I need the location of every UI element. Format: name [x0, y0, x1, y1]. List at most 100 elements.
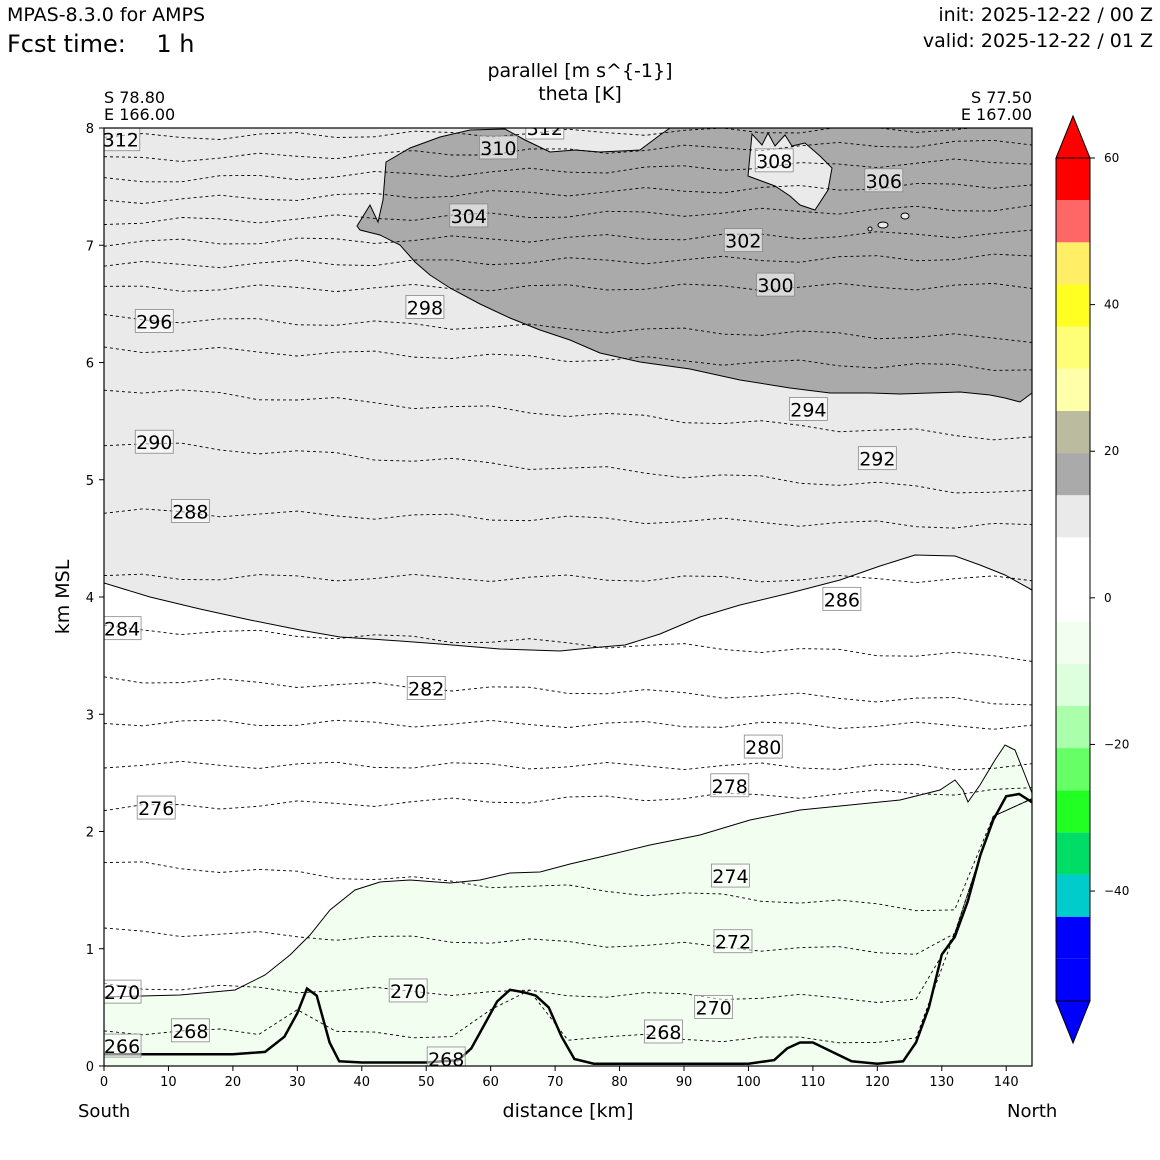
- x-tick-label: 40: [354, 1075, 371, 1090]
- colorbar-tick-label: 60: [1104, 151, 1119, 165]
- contour-label-text: 270: [104, 982, 140, 1004]
- south-label: South: [78, 1101, 131, 1122]
- contour-label-text: 306: [866, 171, 902, 193]
- colorbar-tick-label: 40: [1104, 298, 1119, 312]
- colorbar-tick-label: −40: [1104, 884, 1129, 898]
- y-axis: 0 1 2 3 4 5 6 7 8: [86, 122, 104, 1075]
- x-axis-label: distance [km]: [503, 1100, 634, 1122]
- colorbar-bin: [1056, 495, 1090, 538]
- right-lat: S 77.50: [970, 88, 1032, 107]
- y-tick-label: 0: [86, 1060, 94, 1075]
- contour-label: 294: [788, 396, 828, 421]
- theta-contour-line: [104, 204, 1032, 225]
- colorbar-bin: [1056, 410, 1090, 454]
- fcst-time-label: Fcst time:: [7, 30, 126, 58]
- contour-label: 298: [405, 294, 445, 319]
- colorbar-bin: [1056, 453, 1090, 496]
- theta-contour-line: [104, 719, 1032, 730]
- contour-label-text: 266: [104, 1036, 140, 1058]
- x-tick-label: 120: [865, 1075, 890, 1090]
- contour-label-text: 290: [136, 432, 172, 454]
- contour-label: 278: [710, 773, 750, 798]
- contour-label-text: 282: [408, 678, 444, 700]
- colorbar-bin: [1056, 790, 1090, 833]
- contour-label-text: 302: [725, 231, 761, 253]
- colorbar-tick-label: 0: [1104, 591, 1112, 605]
- contour-label-text: 268: [645, 1022, 681, 1044]
- contour-label: 288: [170, 499, 210, 523]
- colorbar-frame: [1055, 157, 1091, 1002]
- contour-label: 268: [426, 1046, 466, 1066]
- contour-label-text: 312: [527, 118, 563, 140]
- contour-label: 268: [643, 1019, 683, 1044]
- fcst-time-value: 1 h: [156, 30, 195, 58]
- contour-label: 290: [134, 429, 174, 454]
- colorbar-over-arrow: [1055, 114, 1091, 159]
- model-title: MPAS-8.3.0 for AMPS: [7, 4, 206, 26]
- colorbar-bin: [1056, 621, 1090, 664]
- contour-label: 300: [756, 272, 795, 297]
- y-axis-label: km MSL: [52, 559, 74, 634]
- north-label: North: [1007, 1101, 1058, 1122]
- plot-area: 312 312 310 308 306 304 302 300 298 296 294 292 290 2…: [104, 118, 1032, 1066]
- x-tick-label: 100: [736, 1075, 761, 1090]
- colorbar-bin: [1056, 705, 1090, 749]
- contour-label-text: 278: [712, 776, 748, 798]
- left-lon: E 166.00: [104, 105, 176, 124]
- theta-contour-line: [104, 508, 1032, 529]
- x-axis: 0 10 20 30 40 50 60 70 80 90 100 110 120 130 140: [100, 1066, 1019, 1090]
- colorbar-bin: [1056, 832, 1090, 875]
- theta-contour-line: [104, 573, 1032, 584]
- init-time: init: 2025-12-22 / 00 Z: [938, 4, 1153, 26]
- x-tick-label: 110: [800, 1075, 825, 1090]
- contour-label-text: 274: [712, 866, 748, 888]
- right-endpoint: S 77.50 E 167.00: [961, 89, 1032, 123]
- contour-label: 282: [406, 676, 446, 700]
- contour-label: 292: [857, 446, 897, 471]
- colorbar-bin: [1056, 242, 1090, 285]
- theta-contour-line: [104, 139, 1032, 162]
- contour-label-text: 308: [756, 151, 792, 173]
- colorbar-bin: [1056, 158, 1090, 201]
- contour-label: 284: [104, 616, 142, 641]
- theta-contour-line: [104, 282, 1032, 293]
- contour-label: 270: [388, 978, 428, 1003]
- contour-label-text: 276: [138, 798, 174, 820]
- contour-label: 302: [723, 228, 763, 253]
- colorbar-bin: [1056, 284, 1090, 327]
- contour-label: 270: [694, 994, 734, 1019]
- contour-label: 310: [478, 135, 518, 160]
- contour-label-text: 298: [407, 297, 443, 319]
- contour-label: 276: [136, 795, 176, 820]
- contour-label-text: 284: [104, 619, 140, 641]
- y-tick-label: 2: [86, 826, 94, 841]
- y-tick-label: 7: [86, 239, 94, 254]
- contour-label-text: 286: [824, 589, 860, 611]
- x-tick-label: 130: [929, 1075, 954, 1090]
- colorbar-bin: [1056, 368, 1090, 411]
- x-tick-label: 140: [994, 1075, 1019, 1090]
- contour-label: 308: [754, 148, 794, 173]
- colorbar-bin: [1056, 874, 1090, 917]
- x-tick-label: 90: [676, 1075, 693, 1090]
- contour-label: 274: [711, 863, 750, 888]
- contour-labels: 312 312 310 308 306 304 302 300 298 296 294 292 290 2…: [104, 118, 904, 1066]
- colorbar-tick-label: −20: [1104, 737, 1129, 751]
- right-lon: E 167.00: [960, 105, 1032, 124]
- contour-label: 296: [134, 309, 174, 333]
- valid-time: valid: 2025-12-22 / 01 Z: [922, 30, 1153, 52]
- contour-label: 312: [525, 118, 565, 140]
- forecast-time: Fcst time: 1 h: [7, 30, 194, 58]
- theta-contour-line: [104, 760, 1032, 771]
- colorbar-bin: [1056, 326, 1090, 369]
- contour-label: 280: [743, 734, 783, 759]
- contour-label: 272: [713, 929, 753, 954]
- x-tick-label: 50: [418, 1075, 435, 1090]
- wind-island-1: [877, 221, 889, 229]
- theta-contour-line: [104, 676, 1032, 706]
- contour-label: 270: [104, 979, 142, 1004]
- contour-label-text: 296: [136, 311, 172, 333]
- chart-subtitle: theta [K]: [538, 83, 622, 105]
- x-tick-label: 30: [289, 1075, 306, 1090]
- contour-label: 266: [104, 1033, 142, 1058]
